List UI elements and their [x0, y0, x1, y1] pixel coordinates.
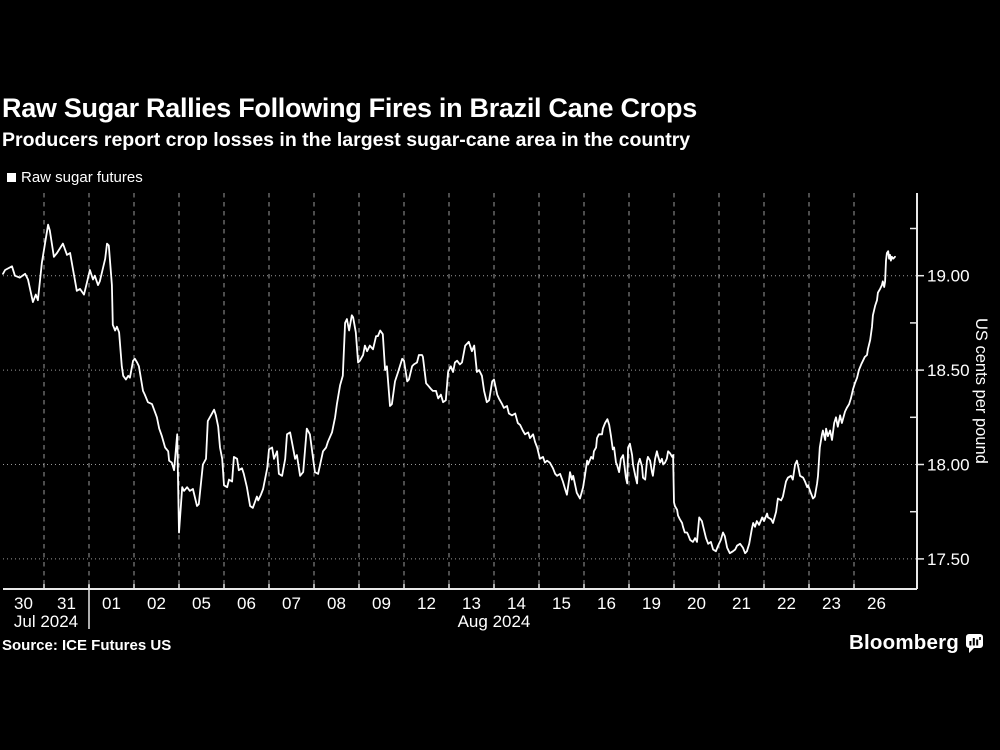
- svg-text:31: 31: [57, 594, 76, 613]
- svg-text:13: 13: [462, 594, 481, 613]
- svg-text:26: 26: [867, 594, 886, 613]
- svg-text:16: 16: [597, 594, 616, 613]
- legend-swatch-icon: [7, 173, 16, 182]
- svg-text:Aug 2024: Aug 2024: [458, 612, 531, 631]
- svg-text:06: 06: [237, 594, 256, 613]
- svg-text:18.00: 18.00: [927, 456, 970, 475]
- svg-text:17.50: 17.50: [927, 550, 970, 569]
- svg-text:22: 22: [777, 594, 796, 613]
- svg-text:12: 12: [417, 594, 436, 613]
- svg-text:30: 30: [14, 594, 33, 613]
- svg-text:15: 15: [552, 594, 571, 613]
- svg-text:08: 08: [327, 594, 346, 613]
- chart-title: Raw Sugar Rallies Following Fires in Bra…: [2, 93, 697, 123]
- svg-text:14: 14: [507, 594, 526, 613]
- y-axis-title: US cents per pound: [972, 318, 990, 464]
- svg-text:05: 05: [192, 594, 211, 613]
- svg-text:23: 23: [822, 594, 841, 613]
- svg-text:07: 07: [282, 594, 301, 613]
- svg-text:01: 01: [102, 594, 121, 613]
- legend: Raw sugar futures: [7, 169, 143, 186]
- legend-label: Raw sugar futures: [21, 169, 143, 186]
- bloomberg-terminal-icon: [966, 633, 983, 653]
- chart-subtitle: Producers report crop losses in the larg…: [2, 129, 691, 151]
- svg-text:18.50: 18.50: [927, 361, 970, 380]
- svg-text:19: 19: [642, 594, 661, 613]
- bloomberg-wordmark: Bloomberg: [849, 631, 959, 654]
- svg-text:20: 20: [687, 594, 706, 613]
- bloomberg-logo: Bloomberg: [849, 631, 983, 655]
- svg-text:Jul 2024: Jul 2024: [14, 612, 78, 631]
- svg-text:19.00: 19.00: [927, 267, 970, 286]
- svg-text:09: 09: [372, 594, 391, 613]
- source-note: Source: ICE Futures US: [2, 637, 172, 654]
- svg-text:02: 02: [147, 594, 166, 613]
- svg-text:21: 21: [732, 594, 751, 613]
